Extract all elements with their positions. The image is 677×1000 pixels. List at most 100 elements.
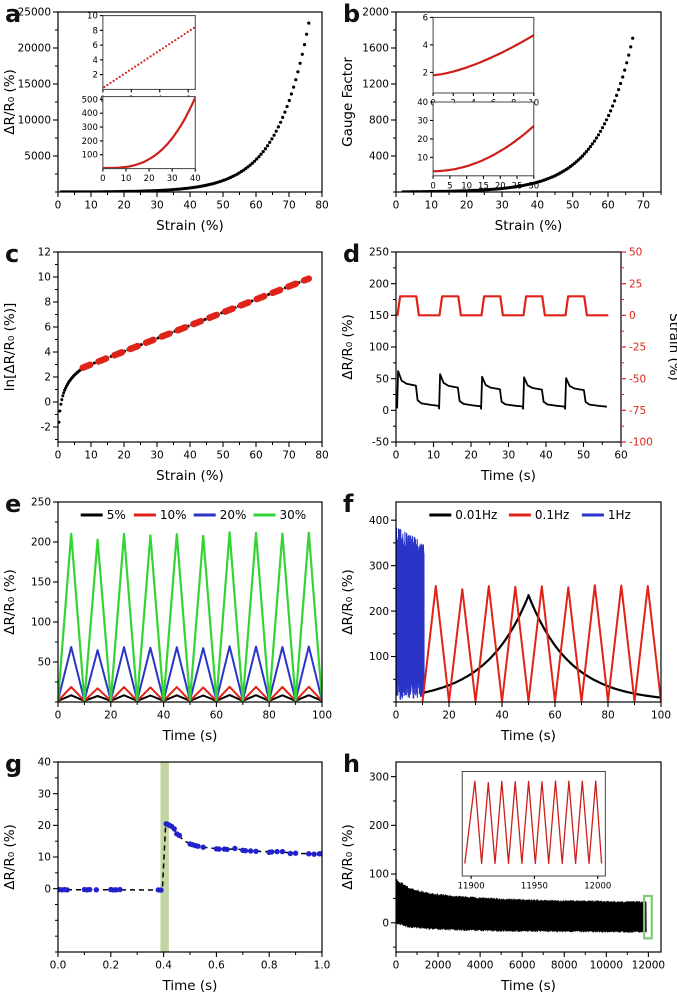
svg-text:50: 50 xyxy=(577,450,590,462)
svg-text:20%: 20% xyxy=(220,508,247,522)
svg-text:10: 10 xyxy=(38,272,51,284)
svg-text:25000: 25000 xyxy=(18,7,51,19)
svg-text:100: 100 xyxy=(369,651,389,663)
svg-text:100: 100 xyxy=(31,617,51,629)
svg-text:6: 6 xyxy=(423,13,428,23)
svg-text:0.2: 0.2 xyxy=(102,960,119,972)
svg-text:20: 20 xyxy=(464,450,477,462)
svg-text:30: 30 xyxy=(167,174,178,184)
panel-h-chart: 0 2000 4000 6000 8000 10000 12000 0 100 200 300 Tim… xyxy=(338,750,677,1000)
svg-text:5%: 5% xyxy=(107,508,126,522)
svg-text:30: 30 xyxy=(417,116,428,126)
svg-text:70: 70 xyxy=(282,200,295,212)
svg-text:80: 80 xyxy=(315,200,328,212)
svg-text:250: 250 xyxy=(369,247,389,259)
svg-text:50: 50 xyxy=(376,373,389,385)
svg-text:ΔR/R₀ (%): ΔR/R₀ (%) xyxy=(340,314,356,380)
svg-text:2000: 2000 xyxy=(362,7,389,19)
svg-text:30: 30 xyxy=(150,450,163,462)
svg-text:60: 60 xyxy=(548,710,561,722)
svg-text:2: 2 xyxy=(423,68,428,78)
svg-text:0: 0 xyxy=(629,310,636,322)
svg-text:1600: 1600 xyxy=(362,43,389,55)
svg-text:ΔR/R₀ (%): ΔR/R₀ (%) xyxy=(2,569,18,635)
svg-text:20: 20 xyxy=(442,710,455,722)
svg-text:200: 200 xyxy=(369,278,389,290)
svg-text:-100: -100 xyxy=(629,437,653,449)
svg-text:Time (s): Time (s) xyxy=(162,978,218,994)
svg-text:12000: 12000 xyxy=(632,960,665,972)
svg-text:12000: 12000 xyxy=(584,882,611,892)
svg-text:15: 15 xyxy=(478,181,489,191)
svg-text:-50: -50 xyxy=(629,373,646,385)
svg-text:20: 20 xyxy=(460,200,473,212)
svg-text:500: 500 xyxy=(82,95,98,105)
svg-text:Strain (%): Strain (%) xyxy=(666,313,677,381)
svg-text:ΔR/R₀ (%): ΔR/R₀ (%) xyxy=(2,824,18,890)
svg-text:-2: -2 xyxy=(41,422,51,434)
svg-text:0.6: 0.6 xyxy=(208,960,225,972)
svg-text:-25: -25 xyxy=(629,342,646,354)
svg-text:0: 0 xyxy=(55,710,62,722)
svg-text:8: 8 xyxy=(92,26,97,36)
svg-text:10: 10 xyxy=(425,200,438,212)
svg-text:30: 30 xyxy=(495,200,508,212)
svg-text:4: 4 xyxy=(423,41,428,51)
svg-text:300: 300 xyxy=(82,123,98,133)
svg-text:1200: 1200 xyxy=(362,79,389,91)
svg-text:150: 150 xyxy=(31,577,51,589)
svg-text:30: 30 xyxy=(502,450,515,462)
svg-text:15000: 15000 xyxy=(18,79,51,91)
panel-b-letter: b xyxy=(343,0,361,28)
svg-text:10: 10 xyxy=(38,852,51,864)
panel-c: c 0 10 20 30 40 50 60 70 80 -2 0 2 4 6 8 10 12 Strain (%)… xyxy=(0,240,338,490)
panel-g-letter: g xyxy=(5,750,23,778)
svg-text:70: 70 xyxy=(282,450,295,462)
panel-g: g 0.0 0.2 0.4 0.6 0.8 1.0 0 10 20 30 40 Time (s) ΔR/… xyxy=(0,750,338,1000)
panel-b-chart: 0 10 20 30 40 50 60 70400800120016002000Strain … xyxy=(338,0,677,240)
svg-text:10: 10 xyxy=(84,450,97,462)
svg-text:0.4: 0.4 xyxy=(155,960,172,972)
svg-text:50: 50 xyxy=(38,657,51,669)
svg-text:200: 200 xyxy=(82,137,98,147)
svg-text:60: 60 xyxy=(210,710,223,722)
svg-text:300: 300 xyxy=(369,771,389,783)
svg-text:300: 300 xyxy=(369,560,389,572)
svg-text:30: 30 xyxy=(150,200,163,212)
svg-text:Time (s): Time (s) xyxy=(162,728,218,744)
svg-text:150: 150 xyxy=(369,310,389,322)
svg-text:40: 40 xyxy=(190,174,201,184)
svg-text:11950: 11950 xyxy=(521,882,548,892)
svg-text:6: 6 xyxy=(44,322,51,334)
svg-text:2: 2 xyxy=(44,372,51,384)
svg-text:8000: 8000 xyxy=(551,960,578,972)
svg-text:0: 0 xyxy=(393,200,400,212)
svg-text:30: 30 xyxy=(38,788,51,800)
svg-text:200: 200 xyxy=(369,606,389,618)
svg-text:100: 100 xyxy=(369,869,389,881)
svg-text:11900: 11900 xyxy=(458,882,485,892)
svg-text:10%: 10% xyxy=(160,508,187,522)
svg-text:200: 200 xyxy=(369,820,389,832)
svg-text:0.01Hz: 0.01Hz xyxy=(455,508,497,522)
svg-text:10: 10 xyxy=(427,450,440,462)
panel-h: h 0 2000 4000 6000 8000 10000 12000 0 100 200 300 T… xyxy=(338,750,677,1000)
svg-text:800: 800 xyxy=(369,115,389,127)
svg-text:250: 250 xyxy=(31,497,51,509)
svg-text:Gauge Factor: Gauge Factor xyxy=(340,57,356,147)
svg-text:400: 400 xyxy=(369,515,389,527)
svg-text:10: 10 xyxy=(417,153,428,163)
svg-text:50: 50 xyxy=(629,247,642,259)
panel-e: e 0 20 40 60 80 100 50 100 150 200 250 Time (s) ΔR/R… xyxy=(0,490,338,750)
svg-text:20: 20 xyxy=(495,181,506,191)
svg-text:50: 50 xyxy=(566,200,579,212)
svg-text:0.0: 0.0 xyxy=(50,960,67,972)
svg-text:ln[ΔR/R₀ (%)]: ln[ΔR/R₀ (%)] xyxy=(2,303,18,391)
svg-text:2: 2 xyxy=(92,71,97,81)
svg-text:-50: -50 xyxy=(372,437,389,449)
panel-d-chart: 0 10 20 30 40 50 60-50050100150200250-100-75-5… xyxy=(338,240,677,490)
svg-text:5000: 5000 xyxy=(24,151,51,163)
svg-text:10000: 10000 xyxy=(590,960,623,972)
svg-text:8: 8 xyxy=(44,297,51,309)
panel-a-chart: 0 10 20 30 40 50 60 70 8050001000015000200002500… xyxy=(0,0,338,240)
